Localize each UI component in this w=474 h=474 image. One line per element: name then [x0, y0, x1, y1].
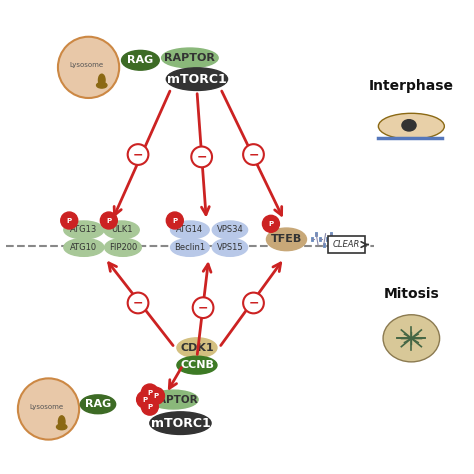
Text: Lysosome: Lysosome	[69, 62, 103, 68]
Text: mTORC1: mTORC1	[167, 73, 227, 86]
Ellipse shape	[97, 82, 107, 88]
Circle shape	[137, 391, 154, 408]
Text: CDK1: CDK1	[180, 343, 214, 353]
Text: RAG: RAG	[128, 55, 154, 65]
Circle shape	[100, 212, 117, 229]
Text: ULK1: ULK1	[111, 226, 132, 235]
Ellipse shape	[121, 50, 159, 70]
Circle shape	[128, 292, 148, 313]
Text: P: P	[268, 221, 273, 227]
Text: Mitosis: Mitosis	[383, 287, 439, 301]
Ellipse shape	[104, 221, 139, 239]
Circle shape	[141, 384, 158, 401]
Text: ATG13: ATG13	[70, 226, 98, 235]
Text: ATG14: ATG14	[176, 226, 203, 235]
Ellipse shape	[266, 228, 307, 251]
Ellipse shape	[212, 238, 247, 256]
Text: VPS15: VPS15	[217, 243, 243, 252]
Text: P: P	[67, 218, 72, 224]
Ellipse shape	[177, 338, 217, 357]
Ellipse shape	[149, 390, 198, 409]
Ellipse shape	[80, 395, 116, 414]
Text: P: P	[147, 390, 152, 395]
Text: −: −	[196, 150, 207, 164]
Ellipse shape	[58, 416, 65, 428]
Circle shape	[147, 387, 164, 404]
Ellipse shape	[56, 424, 67, 430]
Circle shape	[128, 144, 148, 165]
Ellipse shape	[105, 238, 141, 256]
Circle shape	[193, 297, 213, 318]
Circle shape	[263, 215, 279, 232]
Ellipse shape	[383, 315, 439, 362]
Circle shape	[18, 378, 79, 439]
Text: ATG10: ATG10	[70, 243, 98, 252]
Ellipse shape	[64, 238, 104, 256]
Text: Lysosome: Lysosome	[29, 404, 63, 410]
FancyBboxPatch shape	[328, 236, 365, 253]
Circle shape	[141, 398, 158, 415]
Ellipse shape	[212, 221, 247, 239]
Circle shape	[166, 212, 183, 229]
Text: CCNB: CCNB	[180, 360, 214, 370]
Text: −: −	[248, 296, 259, 310]
Ellipse shape	[171, 238, 209, 256]
Text: Beclin1: Beclin1	[174, 243, 205, 252]
Ellipse shape	[177, 356, 217, 374]
Text: −: −	[198, 301, 208, 314]
Text: −: −	[248, 148, 259, 161]
Text: VPS34: VPS34	[217, 226, 243, 235]
Ellipse shape	[378, 113, 444, 139]
Text: RAPTOR: RAPTOR	[150, 394, 197, 405]
Circle shape	[243, 144, 264, 165]
Circle shape	[191, 146, 212, 167]
Ellipse shape	[402, 119, 416, 131]
Ellipse shape	[171, 221, 209, 239]
Text: FIP200: FIP200	[109, 243, 137, 252]
Ellipse shape	[166, 68, 228, 91]
Text: −: −	[133, 148, 143, 161]
Text: Interphase: Interphase	[369, 79, 454, 93]
Text: RAPTOR: RAPTOR	[164, 53, 215, 63]
Text: RAG: RAG	[85, 399, 111, 409]
Ellipse shape	[150, 412, 211, 435]
Circle shape	[58, 36, 119, 98]
Text: P: P	[143, 397, 148, 402]
Circle shape	[243, 292, 264, 313]
Circle shape	[61, 212, 78, 229]
Text: −: −	[133, 296, 143, 310]
Ellipse shape	[162, 48, 218, 68]
Ellipse shape	[64, 221, 104, 239]
Ellipse shape	[99, 74, 105, 86]
Text: P: P	[154, 393, 158, 399]
Text: mTORC1: mTORC1	[151, 417, 210, 429]
Text: P: P	[106, 218, 111, 224]
Text: P: P	[147, 404, 152, 410]
Text: CLEAR: CLEAR	[333, 240, 360, 249]
Text: TFEB: TFEB	[271, 234, 302, 245]
Text: P: P	[172, 218, 177, 224]
